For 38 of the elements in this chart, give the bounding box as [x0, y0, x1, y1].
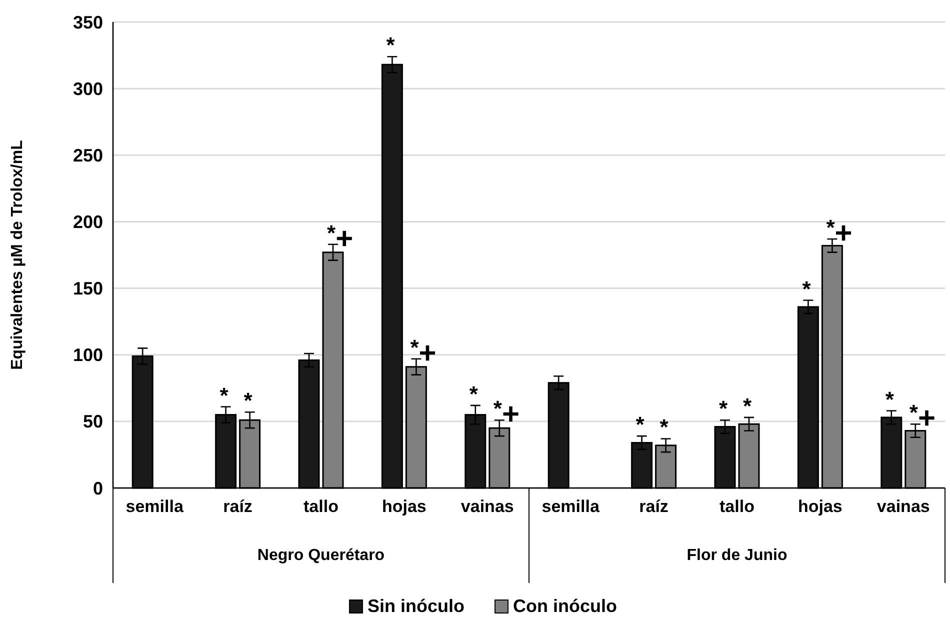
y-tick-label: 100: [72, 345, 103, 366]
x-tick-label: raíz: [639, 497, 668, 516]
y-tick-label: 350: [72, 12, 103, 32]
x-tick-label: tallo: [720, 497, 754, 516]
x-tick-label: vainas: [876, 497, 930, 516]
data-label: *: [802, 276, 812, 302]
x-tick-label: semilla: [126, 497, 184, 516]
y-tick-label: 150: [72, 278, 103, 299]
data-label: *+: [493, 396, 520, 432]
x-tick-label: hojas: [382, 497, 426, 516]
data-label: *: [743, 393, 752, 418]
data-label: *+: [327, 220, 354, 256]
data-label: *+: [909, 400, 936, 436]
legend-label: Sin inóculo: [368, 596, 464, 616]
data-label: *: [719, 396, 728, 422]
y-tick-label: 200: [72, 212, 103, 232]
data-label: *: [660, 414, 669, 440]
data-label: *: [220, 382, 229, 408]
x-tick-label: tallo: [304, 497, 338, 516]
data-label: *+: [410, 334, 436, 370]
text: Negro Querétaro: [257, 547, 385, 564]
data-label: *: [885, 386, 894, 412]
text: Flor de Junio: [686, 547, 788, 564]
data-label: *: [636, 412, 645, 438]
data-label: *: [386, 32, 396, 58]
legend-label: Con inóculo: [513, 596, 617, 616]
y-tick-label: 0: [92, 478, 103, 498]
x-tick-label: vainas: [460, 497, 514, 516]
x-tick-label: semilla: [542, 497, 600, 516]
y-tick-label: 300: [72, 78, 103, 99]
y-tick-label: 250: [72, 145, 103, 166]
data-label: *: [469, 381, 478, 406]
x-tick-label: raíz: [223, 497, 252, 516]
data-label: *+: [826, 215, 852, 250]
y-axis-title: Equivalentes µM de Trolox/mL: [9, 140, 26, 370]
x-tick-label: hojas: [798, 497, 842, 516]
data-label: *: [244, 388, 253, 414]
y-tick-label: 50: [82, 412, 103, 432]
